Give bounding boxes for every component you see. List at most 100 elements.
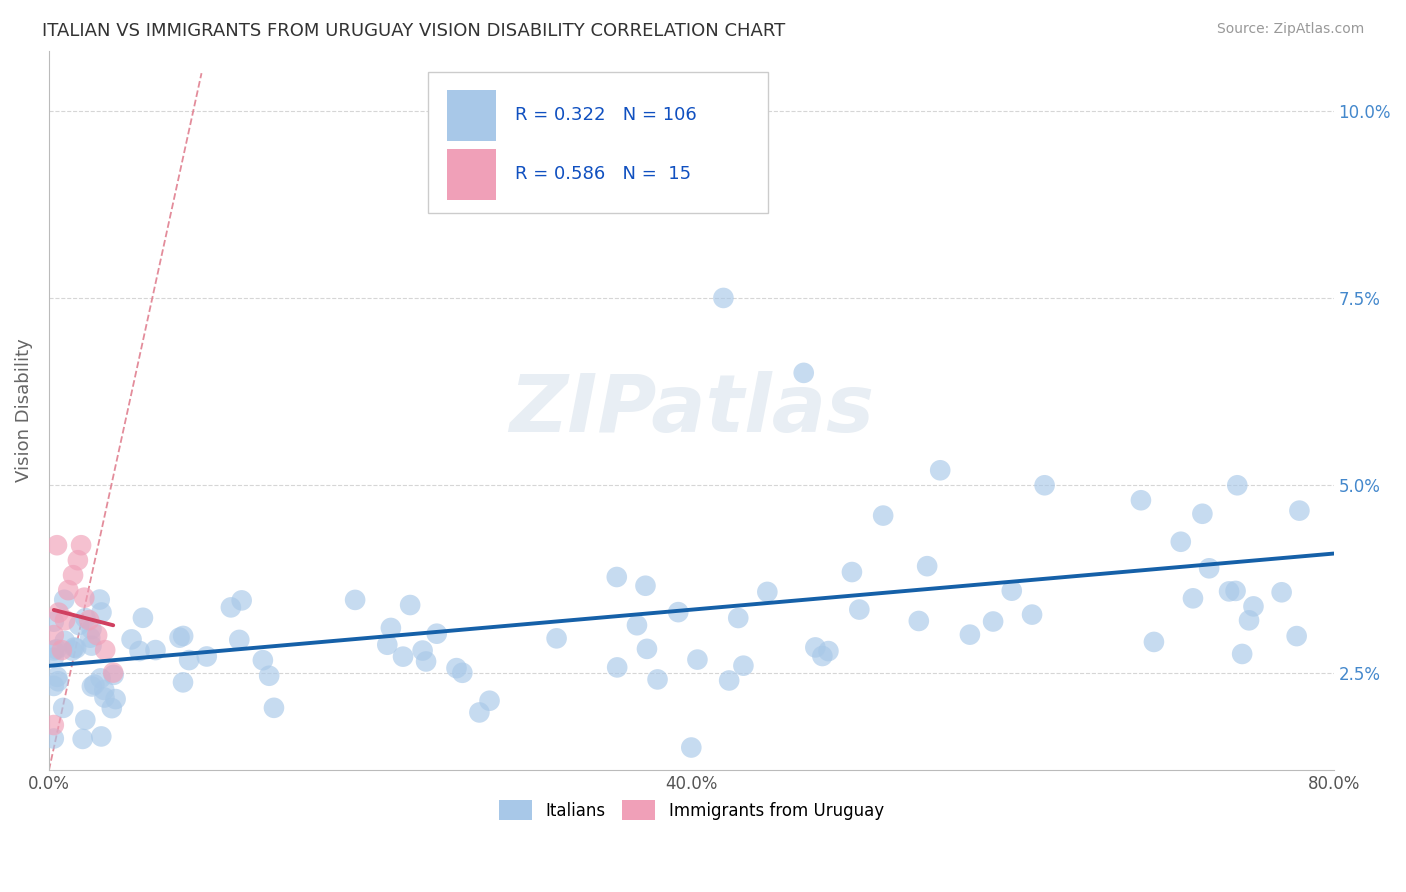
Point: [1181, 591, 1204, 606]
Point: [257, 669, 280, 683]
Point: [42, 615, 65, 629]
Point: [42, 650, 65, 665]
Point: [1271, 585, 1294, 599]
Point: [415, 655, 437, 669]
Point: [93, 682, 115, 697]
Point: [756, 585, 779, 599]
Point: [169, 631, 191, 645]
Point: [907, 614, 929, 628]
Text: R = 0.322   N = 106: R = 0.322 N = 106: [516, 106, 697, 124]
Point: [872, 508, 894, 523]
Point: [375, 638, 398, 652]
Point: [915, 559, 938, 574]
Point: [446, 661, 468, 675]
Point: [1237, 613, 1260, 627]
FancyBboxPatch shape: [447, 149, 496, 200]
Point: [60, 643, 83, 657]
Point: [1033, 478, 1056, 492]
Point: [65, 641, 87, 656]
Point: [103, 665, 125, 680]
Text: ZIPatlas: ZIPatlas: [509, 371, 873, 450]
Point: [94, 643, 117, 657]
Point: [681, 740, 703, 755]
Point: [46, 674, 69, 689]
Point: [228, 632, 250, 647]
Point: [177, 653, 200, 667]
Point: [101, 701, 124, 715]
Point: [606, 660, 628, 674]
FancyBboxPatch shape: [447, 90, 496, 141]
Point: [686, 652, 709, 666]
Point: [399, 598, 422, 612]
Point: [848, 602, 870, 616]
Point: [1288, 503, 1310, 517]
Point: [811, 648, 834, 663]
Point: [79, 631, 101, 645]
Text: ITALIAN VS IMMIGRANTS FROM URUGUAY VISION DISABILITY CORRELATION CHART: ITALIAN VS IMMIGRANTS FROM URUGUAY VISIO…: [42, 22, 786, 40]
Point: [83, 677, 105, 691]
Point: [42, 718, 65, 732]
Point: [128, 644, 150, 658]
Point: [77, 613, 100, 627]
FancyBboxPatch shape: [427, 72, 769, 212]
Point: [145, 643, 167, 657]
Point: [344, 593, 367, 607]
Point: [63, 640, 86, 655]
Point: [80, 622, 103, 636]
Point: [1243, 599, 1265, 614]
Text: R = 0.586   N =  15: R = 0.586 N = 15: [516, 165, 692, 184]
Point: [80, 639, 103, 653]
Point: [929, 463, 952, 477]
Point: [451, 665, 474, 680]
Point: [51, 643, 73, 657]
Point: [647, 673, 669, 687]
Point: [75, 713, 97, 727]
Point: [45, 642, 67, 657]
Point: [392, 649, 415, 664]
Point: [67, 618, 90, 632]
Point: [172, 675, 194, 690]
Point: [478, 694, 501, 708]
Point: [804, 640, 827, 655]
Point: [959, 627, 981, 641]
Point: [1001, 583, 1024, 598]
Point: [121, 632, 143, 647]
Point: [718, 673, 741, 688]
Point: [132, 611, 155, 625]
Point: [1143, 635, 1166, 649]
Text: Source: ZipAtlas.com: Source: ZipAtlas.com: [1216, 22, 1364, 37]
Point: [104, 692, 127, 706]
Point: [657, 194, 679, 208]
Point: [62, 568, 84, 582]
Point: [66, 553, 89, 567]
Point: [606, 570, 628, 584]
Point: [1230, 647, 1253, 661]
Point: [58, 583, 80, 598]
Point: [1226, 478, 1249, 492]
Point: [46, 538, 69, 552]
Point: [1198, 561, 1220, 575]
Point: [666, 605, 689, 619]
Point: [53, 633, 76, 648]
Point: [841, 565, 863, 579]
Point: [53, 613, 76, 627]
Point: [90, 671, 112, 685]
Point: [46, 670, 69, 684]
Point: [72, 731, 94, 746]
Point: [172, 629, 194, 643]
Point: [70, 538, 93, 552]
Point: [817, 644, 839, 658]
Point: [426, 626, 449, 640]
Point: [981, 615, 1004, 629]
Point: [53, 592, 76, 607]
Point: [713, 291, 735, 305]
Point: [90, 606, 112, 620]
Point: [42, 643, 65, 657]
Point: [231, 593, 253, 607]
Point: [42, 731, 65, 746]
Point: [103, 668, 125, 682]
Y-axis label: Vision Disability: Vision Disability: [15, 338, 32, 483]
Legend: Italians, Immigrants from Uruguay: Italians, Immigrants from Uruguay: [492, 794, 890, 826]
Point: [793, 366, 815, 380]
Point: [468, 706, 491, 720]
